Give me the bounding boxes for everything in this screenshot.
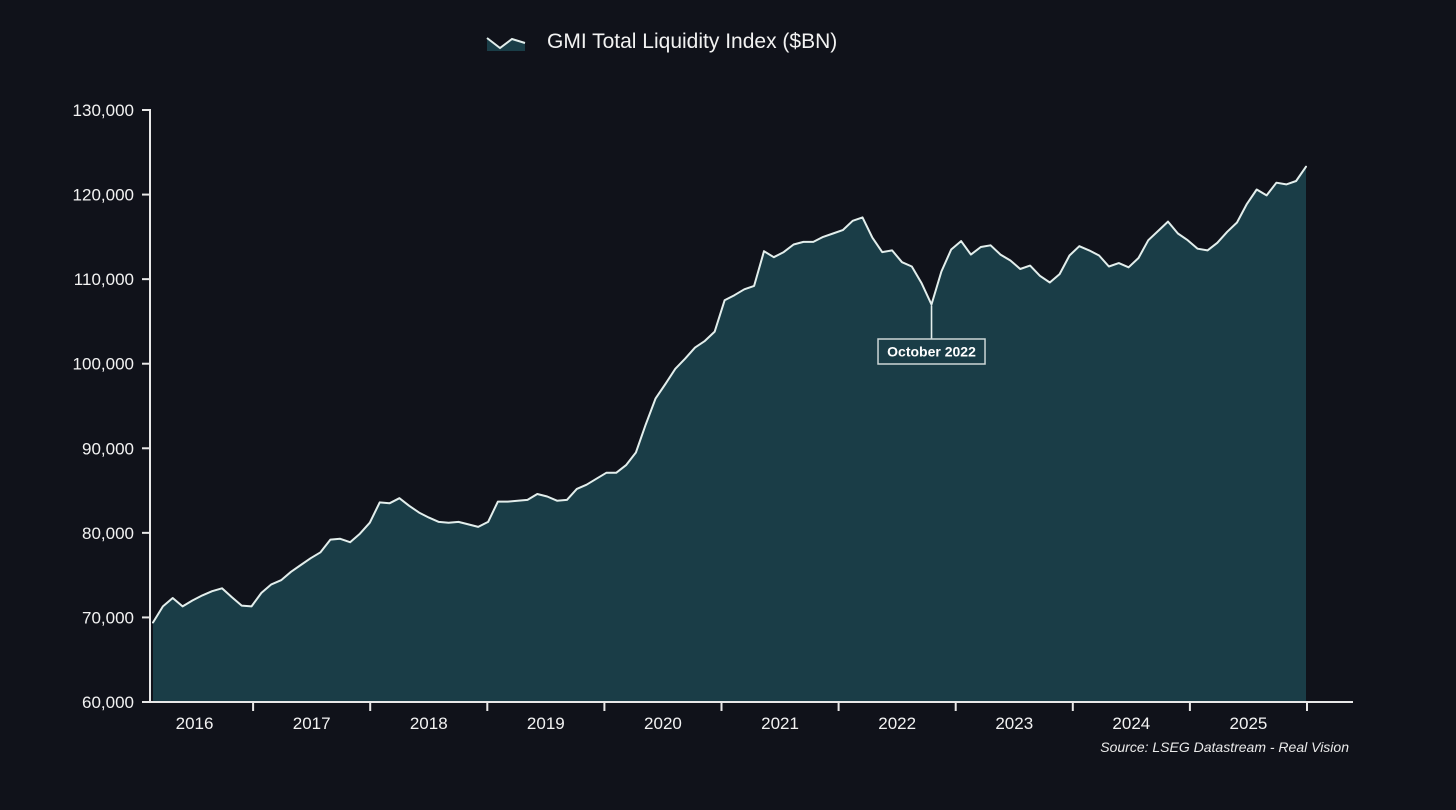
x-tick-label: 2023 <box>995 714 1033 733</box>
line-series <box>152 165 1307 624</box>
y-tick-label: 120,000 <box>73 186 134 205</box>
x-tick-label: 2020 <box>644 714 682 733</box>
legend-label: GMI Total Liquidity Index ($BN) <box>547 30 838 53</box>
x-tick-label: 2025 <box>1230 714 1268 733</box>
annotation-box <box>877 338 986 365</box>
annotation-label: October 2022 <box>887 344 976 360</box>
y-tick-label: 60,000 <box>82 693 134 712</box>
x-tick-label: 2019 <box>527 714 565 733</box>
y-tick-label: 70,000 <box>82 608 134 627</box>
x-tick-label: 2022 <box>878 714 916 733</box>
legend-icon-line <box>486 37 526 50</box>
x-tick-label: 2021 <box>761 714 799 733</box>
chart-legend: GMI Total Liquidity Index ($BN) <box>486 30 837 54</box>
source-note: Source: LSEG Datastream - Real Vision <box>1100 739 1349 755</box>
y-tick-label: 130,000 <box>73 101 134 120</box>
y-tick-label: 110,000 <box>74 270 134 289</box>
area-series <box>153 166 1306 702</box>
x-tick-label: 2016 <box>176 714 214 733</box>
y-tick-label: 80,000 <box>82 524 134 543</box>
y-tick-label: 90,000 <box>82 439 134 458</box>
x-tick-label: 2018 <box>410 714 448 733</box>
y-tick-label: 100,000 <box>73 355 134 374</box>
x-tick-label: 2017 <box>293 714 331 733</box>
area-chart-icon <box>486 37 526 51</box>
x-tick-label: 2024 <box>1112 714 1150 733</box>
